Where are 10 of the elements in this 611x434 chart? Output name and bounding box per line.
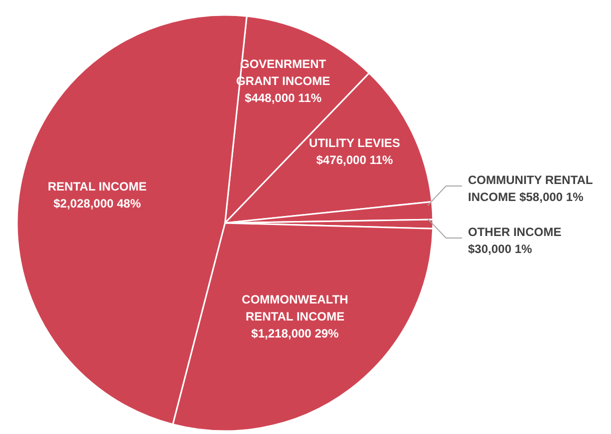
slice-label: UTILITY LEVIES bbox=[309, 136, 400, 150]
slice-label: OTHER INCOME bbox=[468, 225, 562, 239]
data-label: $1,218,000 29% bbox=[251, 326, 340, 341]
slice-label: RENTAL INCOME bbox=[48, 179, 147, 194]
slice-label: COMMONWEALTH RENTAL INCOME bbox=[242, 292, 348, 324]
data-label: $2,028,000 48% bbox=[53, 196, 142, 210]
slice-label: COMMUNITY RENTAL INCOME $58,000 1% bbox=[468, 173, 593, 204]
data-label: $476,000 11% bbox=[316, 153, 394, 168]
data-label: $448,000 11% bbox=[244, 91, 322, 106]
data-label: $30,000 1% bbox=[468, 242, 532, 256]
